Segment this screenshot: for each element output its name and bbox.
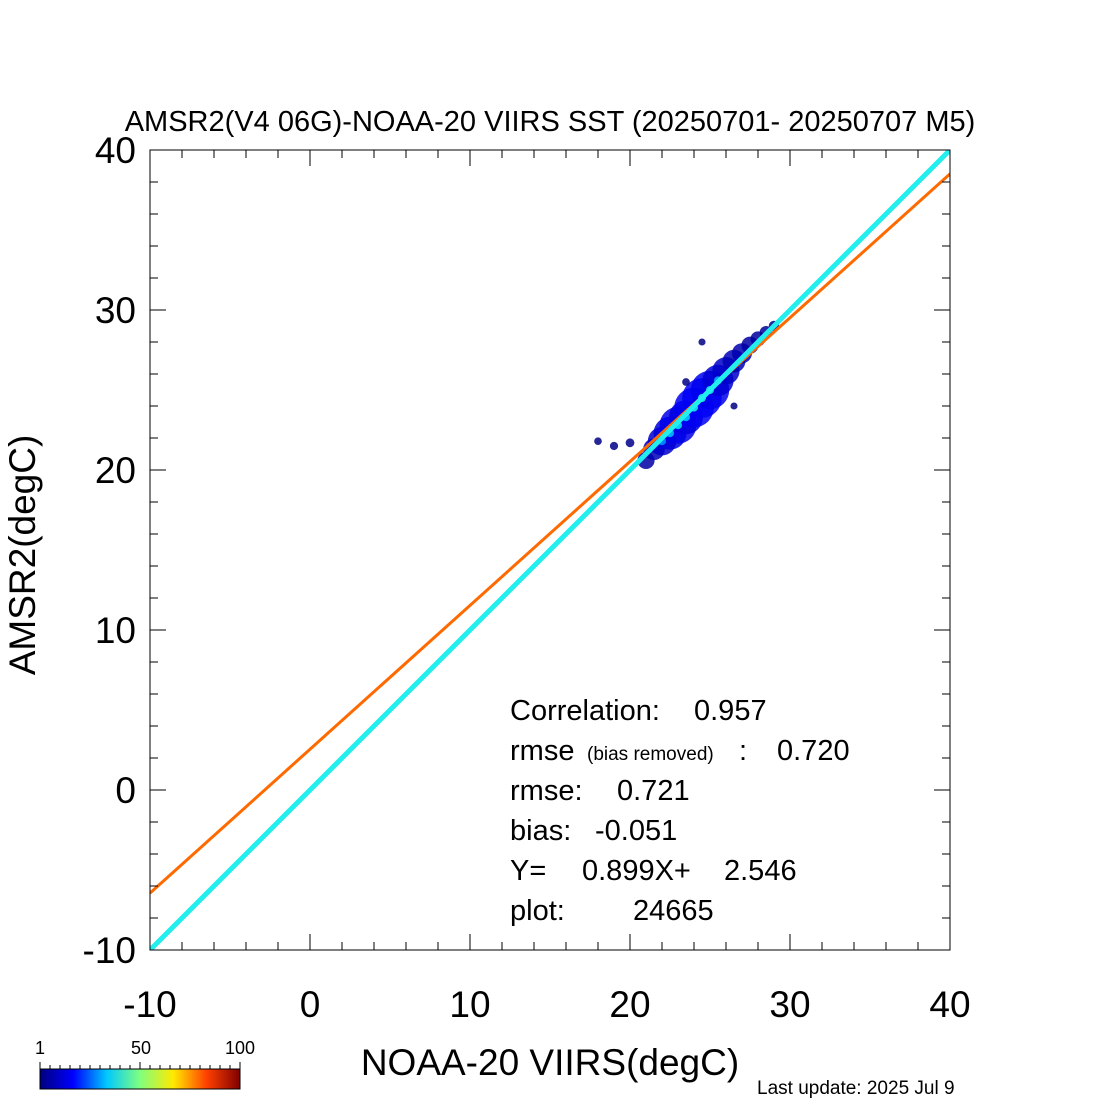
stat-correlation-label: Correlation: [510,695,660,727]
x-tick-label: -10 [123,984,176,1025]
stat-rmse-bias-removed: rmse (bias removed) : 0.720 [510,735,850,767]
y-axis-label: AMSR2(degC) [2,435,43,676]
density-point [594,437,602,446]
stat-rmse-label: rmse: [510,775,583,807]
x-tick-labels: -10 0 10 20 30 40 [123,984,970,1025]
stat-rmse-br-value: 0.720 [777,735,850,767]
x-axis-label: NOAA-20 VIIRS(degC) [361,1042,739,1083]
y-tick-label: 20 [95,450,136,491]
stat-bias: bias: -0.051 [510,815,677,847]
stat-rmse-br-sep: : [739,735,747,767]
stat-rmse-br-note: (bias removed) [587,744,714,765]
colorbar-ticks [39,1062,241,1069]
stat-fit-slope: 0.899X+ [582,855,691,887]
colorbar: 1 50 100 [35,1038,255,1090]
x-tick-label: 20 [609,984,650,1025]
y-tick-label: 0 [115,770,136,811]
stat-rmse-br-label: rmse [510,735,574,767]
y-tick-label: -10 [83,930,136,971]
fit-lines [150,150,950,950]
plot-frame [149,149,951,951]
density-points [594,320,780,469]
stat-correlation: Correlation: 0.957 [510,695,767,727]
colorbar-gradient [39,1068,241,1090]
stat-rmse: rmse: 0.721 [510,775,690,807]
colorbar-label-max: 100 [225,1038,255,1058]
density-point [730,402,738,410]
stat-correlation-value: 0.957 [694,695,767,727]
stats-box: Correlation: 0.957 rmse (bias removed) :… [510,695,850,927]
colorbar-label-mid: 50 [131,1038,151,1058]
identity-line [150,150,950,950]
stat-bias-value: -0.051 [595,815,677,847]
stat-rmse-value: 0.721 [617,775,690,807]
y-tick-labels: -10 0 10 20 30 40 [83,130,136,971]
x-tick-label: 0 [300,984,321,1025]
y-tick-label: 30 [95,290,136,331]
last-update: Last update: 2025 Jul 9 [757,1078,955,1099]
density-point [698,338,706,346]
stat-plot: plot: 24665 [510,895,714,927]
stat-fit: Y= 0.899X+ 2.546 [510,855,797,887]
stat-plot-label: plot: [510,895,565,927]
axis-ticks [149,149,951,951]
colorbar-label-min: 1 [35,1038,45,1058]
stat-bias-label: bias: [510,815,571,847]
density-point [609,441,619,451]
y-tick-label: 10 [95,610,136,651]
stat-plot-value: 24665 [633,895,714,927]
regression-line [150,172,950,895]
x-tick-label: 40 [929,984,970,1025]
x-tick-label: 10 [449,984,490,1025]
chart-title: AMSR2(V4 06G)-NOAA-20 VIIRS SST (2025070… [125,106,976,138]
density-point [625,438,635,448]
y-tick-label: 40 [95,130,136,171]
stat-fit-prefix: Y= [510,855,546,887]
density-point [682,378,690,386]
stat-fit-intercept: 2.546 [724,855,797,887]
x-tick-label: 30 [769,984,810,1025]
